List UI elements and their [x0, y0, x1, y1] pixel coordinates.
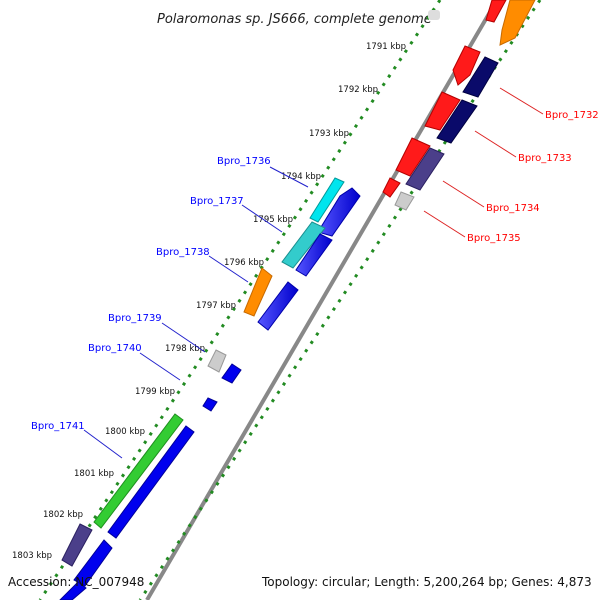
summary-text: Topology: circular; Length: 5,200,264 bp…	[262, 575, 592, 589]
tick-label: 1791 kbp	[366, 42, 406, 52]
gene-block[interactable]	[395, 137, 431, 177]
tick-label: 1792 kbp	[338, 85, 378, 95]
accession-text: Accession: NC_007948	[8, 575, 145, 589]
gene-block[interactable]	[462, 56, 499, 98]
gene-block[interactable]	[257, 281, 299, 331]
gene-block[interactable]	[317, 187, 361, 237]
gene-block[interactable]	[405, 147, 445, 191]
gene-block[interactable]	[61, 523, 93, 567]
gene-block[interactable]	[295, 233, 333, 277]
gene-block[interactable]	[207, 349, 227, 373]
gene-block[interactable]	[73, 539, 113, 587]
gene-label-bpro-1736[interactable]: Bpro_1736	[217, 156, 271, 167]
inner-tick-line	[138, 0, 542, 600]
gene-label-bpro-1732[interactable]: Bpro_1732	[545, 110, 599, 121]
gene-label-bpro-1741[interactable]: Bpro_1741	[31, 421, 85, 432]
gene-block[interactable]	[485, 0, 507, 23]
map-title: Polaromonas sp. JS666, complete genome	[157, 12, 432, 27]
gene-block[interactable]	[394, 191, 415, 211]
gene-label-bpro-1734[interactable]: Bpro_1734	[486, 203, 540, 214]
gene-block[interactable]	[59, 581, 87, 600]
inner-strand-genes	[382, 0, 536, 211]
gene-block[interactable]	[221, 363, 242, 384]
outer-tick-line	[38, 0, 442, 600]
gene-label-bpro-1737[interactable]: Bpro_1737	[190, 196, 244, 207]
gene-block[interactable]	[202, 397, 218, 412]
tick-label: 1803 kbp	[12, 551, 52, 561]
gene-label-bpro-1735[interactable]: Bpro_1735	[467, 233, 521, 244]
gene-block[interactable]	[424, 91, 461, 131]
genome-backbone	[145, 0, 499, 600]
tick-label: 1794 kbp	[281, 172, 321, 182]
gene-block[interactable]	[436, 99, 478, 144]
gene-block[interactable]	[93, 413, 184, 529]
tick-label: 1797 kbp	[196, 301, 236, 311]
tick-label: 1799 kbp	[135, 387, 175, 397]
tick-label: 1795 kbp	[253, 215, 293, 225]
tick-label: 1802 kbp	[43, 510, 83, 520]
tick-label: 1796 kbp	[224, 258, 264, 268]
gene-block[interactable]	[382, 177, 401, 198]
gene-block[interactable]	[243, 267, 273, 317]
gene-label-bpro-1740[interactable]: Bpro_1740	[88, 343, 142, 354]
tick-labels: 1791 kbp 1792 kbp 1793 kbp 1794 kbp 1795…	[12, 42, 406, 561]
gene-block[interactable]	[452, 45, 481, 86]
tick-label: 1793 kbp	[309, 129, 349, 139]
gene-block[interactable]	[499, 0, 536, 46]
gene-block[interactable]	[107, 425, 195, 539]
scroll-cap	[428, 10, 440, 20]
gene-block[interactable]	[281, 221, 326, 269]
outer-strand-genes	[59, 177, 361, 600]
tick-label: 1798 kbp	[165, 344, 205, 354]
gene-block[interactable]	[309, 177, 345, 223]
gene-label-bpro-1739[interactable]: Bpro_1739	[108, 313, 162, 324]
gene-label-bpro-1733[interactable]: Bpro_1733	[518, 153, 572, 164]
right-gene-labels: Bpro_1732 Bpro_1733 Bpro_1734 Bpro_1735	[423, 87, 599, 244]
gene-label-bpro-1738[interactable]: Bpro_1738	[156, 247, 210, 258]
left-gene-labels: Bpro_1736 Bpro_1737 Bpro_1738 Bpro_1739 …	[31, 156, 309, 459]
tick-label: 1801 kbp	[74, 469, 114, 479]
tick-label: 1800 kbp	[105, 427, 145, 437]
